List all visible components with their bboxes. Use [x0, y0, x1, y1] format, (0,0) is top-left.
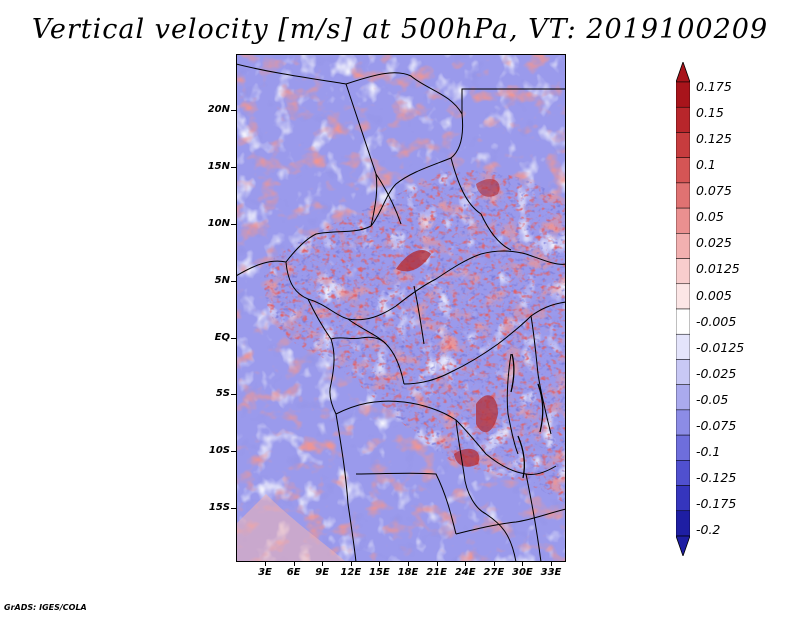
colorbar-segment	[676, 132, 690, 158]
longitude-label: 30E	[512, 567, 533, 578]
colorbar-segment	[676, 233, 690, 259]
colorbar-label: -0.2	[696, 522, 721, 537]
latitude-tick	[231, 110, 236, 111]
longitude-tick	[408, 562, 409, 566]
velocity-map	[236, 54, 566, 562]
colorbar-label: 0.15	[696, 105, 724, 120]
latitude-tick	[231, 451, 236, 452]
colorbar-under-arrow	[676, 535, 690, 556]
colorbar-label: 0.125	[696, 131, 732, 146]
colorbar-segment	[676, 182, 690, 209]
longitude-tick	[465, 562, 467, 566]
latitude-label: 15N	[207, 161, 230, 172]
colorbar-segment	[676, 207, 690, 234]
latitude-tick	[231, 224, 236, 225]
colorbar-segment	[676, 384, 690, 411]
longitude-tick	[522, 562, 524, 566]
longitude-label: 15E	[369, 567, 390, 578]
latitude-label: 20N	[207, 104, 230, 115]
colorbar-segment	[676, 106, 690, 133]
colorbar-segment	[676, 485, 690, 512]
colorbar-label: -0.125	[696, 470, 737, 485]
longitude-tick	[436, 562, 438, 566]
colorbar-label: -0.05	[696, 392, 729, 407]
lakes	[510, 353, 544, 479]
colorbar-segment	[676, 157, 690, 184]
colorbar-segment	[676, 460, 690, 486]
longitude-tick	[493, 562, 495, 566]
colorbar-label: 0.175	[696, 79, 732, 94]
country-borders	[236, 63, 566, 562]
colorbar-label: 0.05	[696, 209, 724, 224]
longitude-label: 33E	[540, 567, 562, 578]
grads-credit: GrADS: IGES/COLA	[4, 603, 87, 612]
colorbar-segment	[676, 308, 690, 335]
longitude-label: 12E	[340, 567, 362, 578]
map-title: Vertical velocity [m/s] at 500hPa, VT: 2…	[31, 14, 769, 45]
latitude-tick	[231, 394, 236, 395]
colorbar-segment	[676, 510, 690, 537]
colorbar	[676, 62, 690, 556]
colorbar-label: -0.1	[696, 444, 721, 459]
colorbar-segment	[676, 283, 690, 310]
colorbar-segment	[676, 434, 690, 461]
colorbar-label: -0.175	[696, 496, 737, 511]
latitude-label: 5N	[214, 275, 230, 286]
longitude-tick	[350, 562, 352, 566]
longitude-label: 6E	[286, 567, 301, 578]
latitude-tick	[231, 281, 236, 282]
longitude-tick	[379, 562, 381, 566]
colorbar-segment	[676, 409, 690, 436]
latitude-label: EQ	[214, 332, 230, 343]
longitude-tick	[265, 562, 266, 566]
longitude-label: 9E	[315, 567, 330, 578]
latitude-tick	[231, 338, 236, 339]
colorbar-label: 0.025	[696, 235, 732, 250]
longitude-label: 18E	[397, 567, 419, 578]
colorbar-label: -0.025	[696, 366, 737, 381]
latitude-label: 10N	[207, 218, 230, 229]
latitude-label: 5S	[215, 388, 230, 399]
colorbar-segment	[676, 258, 690, 285]
longitude-label: 27E	[483, 567, 505, 578]
longitude-tick	[293, 562, 295, 566]
latitude-tick	[231, 167, 236, 168]
colorbar-label: 0.1	[696, 157, 716, 172]
colorbar-label: 0.075	[696, 183, 732, 198]
velocity-field	[236, 54, 566, 562]
longitude-tick	[551, 562, 552, 566]
latitude-label: 15S	[208, 502, 230, 513]
colorbar-segment	[676, 81, 690, 108]
colorbar-label: -0.0125	[696, 340, 745, 355]
colorbar-over-arrow	[676, 62, 690, 83]
longitude-label: 24E	[454, 567, 476, 578]
longitude-label: 3E	[258, 567, 272, 578]
colorbar-segment	[676, 359, 690, 385]
longitude-tick	[322, 562, 324, 566]
colorbar-segment	[676, 333, 690, 360]
colorbar-label: -0.005	[696, 314, 737, 329]
latitude-label: 10S	[208, 445, 230, 456]
colorbar-label: 0.0125	[696, 261, 740, 276]
colorbar-label: 0.005	[696, 288, 732, 303]
longitude-label: 21E	[426, 567, 447, 578]
latitude-tick	[231, 508, 236, 509]
colorbar-label: -0.075	[696, 418, 737, 433]
